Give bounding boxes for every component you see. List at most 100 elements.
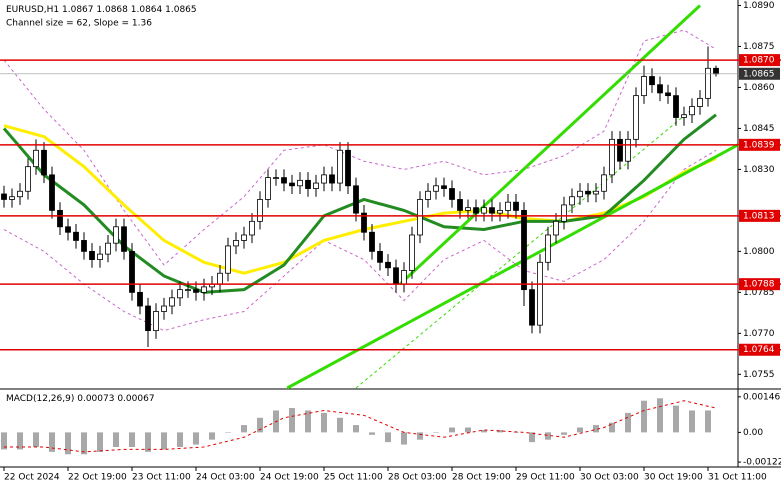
- y-tick-label: 0.00: [743, 428, 763, 438]
- candle-body: [593, 190, 599, 195]
- candle-body: [513, 201, 519, 211]
- y-tick-label: 1.0755: [743, 370, 775, 380]
- candle-body: [689, 106, 695, 116]
- x-tick-label: 23 Oct 11:00: [132, 473, 191, 483]
- price-label: 1.0865: [743, 69, 775, 79]
- macd-bar: [193, 432, 199, 445]
- candle-body: [497, 209, 503, 214]
- candle-body: [49, 174, 55, 211]
- candle-body: [537, 261, 543, 326]
- candle-body: [41, 149, 47, 176]
- candle-body: [521, 209, 527, 291]
- macd-bar: [305, 410, 311, 433]
- candle-body: [465, 207, 471, 211]
- candle-body: [217, 272, 223, 285]
- candle-body: [449, 188, 455, 200]
- macd-bar: [225, 432, 231, 433]
- candle-body: [17, 190, 23, 198]
- candle-body: [289, 182, 295, 187]
- level-label-box: [739, 278, 780, 291]
- macd-bar: [257, 417, 263, 433]
- candle-body: [169, 297, 175, 307]
- candle-body: [649, 76, 655, 86]
- candle-body: [409, 234, 415, 271]
- candle-body: [201, 286, 207, 293]
- macd-bar: [17, 432, 23, 450]
- candle-body: [433, 185, 439, 192]
- candle-body: [113, 226, 119, 244]
- macd-header: MACD(12,26,9) 0.00073 0.00067: [6, 394, 155, 404]
- indicator-line: [3, 29, 717, 266]
- macd-bar: [81, 432, 87, 455]
- macd-bar: [705, 410, 711, 433]
- macd-bar: [65, 432, 71, 455]
- x-tick-label: 22 Oct 19:00: [68, 473, 127, 483]
- macd-bar: [577, 427, 583, 433]
- close: 1.0865: [165, 5, 197, 15]
- x-tick-label: 22 Oct 2024: [4, 473, 60, 483]
- candle-body: [625, 138, 631, 162]
- candle-body: [257, 199, 263, 222]
- candle-body: [369, 231, 375, 252]
- macd-bar: [641, 400, 647, 433]
- candle-body: [697, 97, 703, 107]
- low: 1.0864: [131, 5, 163, 15]
- macd-bar: [609, 422, 615, 433]
- candle-body: [81, 240, 87, 252]
- x-tick-label: 25 Oct 11:00: [324, 473, 383, 483]
- candle-body: [73, 231, 79, 241]
- macd-bar: [369, 432, 375, 435]
- candle-body: [233, 240, 239, 247]
- candle-body: [225, 245, 231, 274]
- candle-body: [609, 138, 615, 176]
- candle-body: [353, 185, 359, 214]
- candle-body: [665, 92, 671, 97]
- candle-body: [153, 311, 159, 332]
- macd-bar: [513, 432, 519, 433]
- candle-body: [337, 149, 343, 184]
- candle-body: [241, 234, 247, 241]
- candle-body: [89, 250, 95, 260]
- candle-body: [505, 201, 511, 211]
- level-label: 1.0870: [743, 56, 775, 66]
- macd-bar: [113, 432, 119, 447]
- candle-body: [529, 289, 535, 326]
- macd-bar: [465, 427, 471, 433]
- candle-body: [345, 149, 351, 187]
- level-label-box: [739, 138, 780, 151]
- candle-body: [681, 114, 687, 118]
- macd-bar: [321, 412, 327, 433]
- candle-body: [401, 270, 407, 285]
- macd-bar: [209, 432, 215, 440]
- candle-body: [9, 196, 15, 200]
- candle-body: [641, 76, 647, 97]
- candle-body: [417, 199, 423, 236]
- candle-body: [25, 166, 31, 192]
- candle-body: [193, 289, 199, 293]
- candle-body: [377, 250, 383, 263]
- macd-bar: [529, 432, 535, 443]
- candle-body: [569, 196, 575, 206]
- candle-body: [705, 67, 711, 99]
- y-tick-label: 1.0785: [743, 288, 775, 298]
- candle-body: [33, 149, 39, 168]
- macd-bar: [449, 427, 455, 433]
- y-tick-label: 1.0890: [743, 1, 775, 11]
- candle-body: [281, 177, 287, 184]
- y-tick-label: -0.00122: [743, 458, 781, 468]
- y-tick-label: 1.0800: [743, 247, 775, 257]
- macd-bar: [1, 432, 7, 450]
- candle-body: [545, 234, 551, 263]
- macd-bar: [145, 432, 151, 452]
- open: 1.0867: [62, 5, 94, 15]
- candle-body: [481, 207, 487, 214]
- macd-bar: [97, 432, 103, 452]
- macd-bar: [561, 432, 567, 435]
- candle-body: [385, 261, 391, 269]
- plot: [1, 4, 739, 455]
- y-tick-label: 1.0875: [743, 42, 775, 52]
- candle-body: [161, 305, 167, 312]
- candle-body: [185, 289, 191, 292]
